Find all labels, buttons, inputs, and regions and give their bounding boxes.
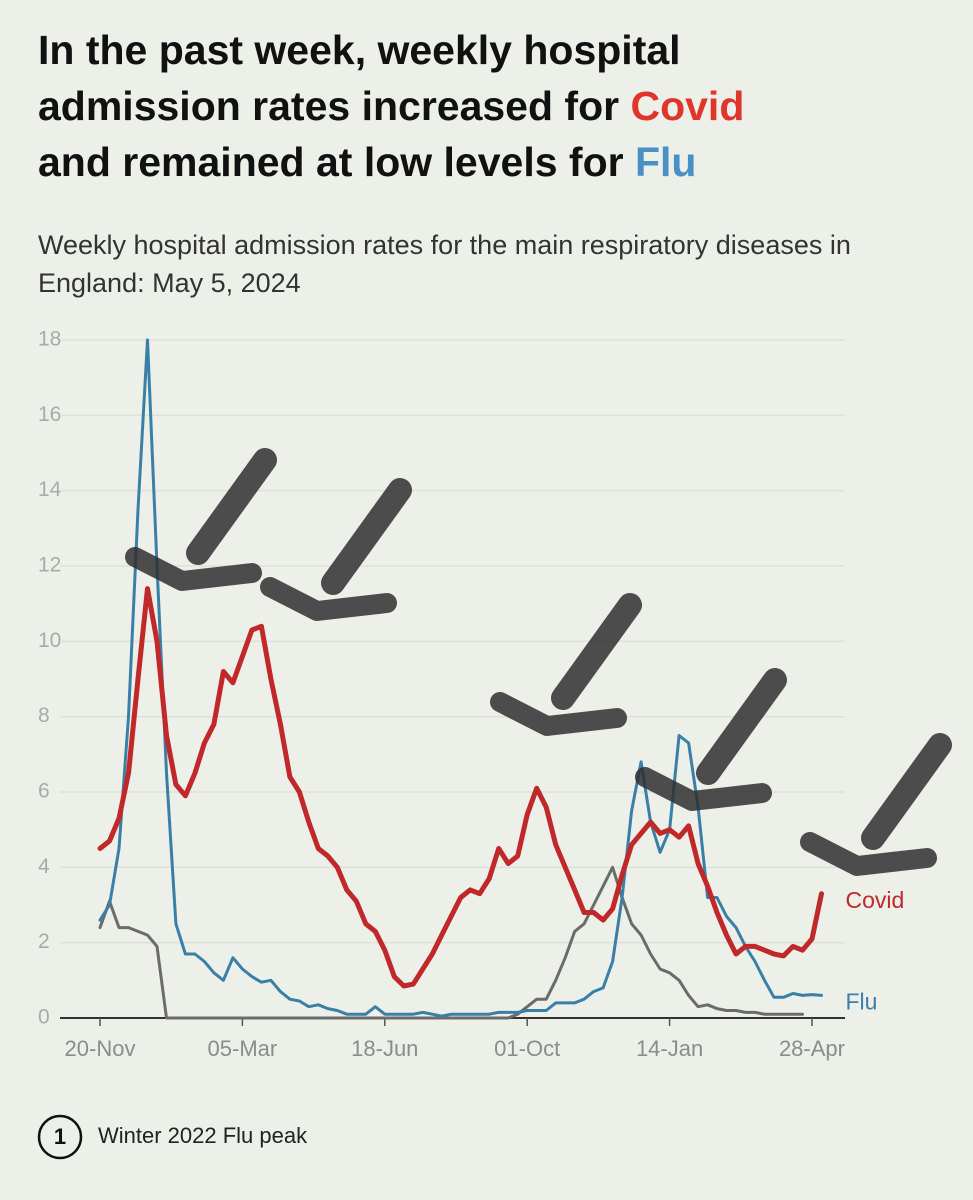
- y-tick-label: 16: [38, 403, 61, 426]
- y-tick-label: 10: [38, 629, 61, 652]
- annotation-text: Winter 2022 Flu peak: [98, 1123, 308, 1148]
- x-tick-label: 18-Jun: [351, 1036, 418, 1061]
- annotation-number: 1: [54, 1124, 66, 1149]
- series-line: [98, 338, 823, 1018]
- y-tick-label: 18: [38, 328, 61, 351]
- y-tick-label: 4: [38, 855, 50, 878]
- y-tick-label: 12: [38, 554, 61, 577]
- y-tick-label: 0: [38, 1006, 50, 1029]
- x-tick-label: 01-Oct: [494, 1036, 560, 1061]
- plot-area: 0 2 4 6 8 10 12 14 16 18 20-Nov 05-Mar 18-Jun 01-Oct 1…: [38, 328, 904, 1061]
- y-tick-label: 8: [38, 704, 50, 727]
- annotation-marker: [37, 1114, 83, 1160]
- series-label: Flu: [845, 988, 877, 1014]
- y-tick-label: 2: [38, 930, 50, 953]
- series-line: [98, 865, 804, 1020]
- arrow-doodle: [645, 680, 775, 801]
- chart-title: In the past week, weekly hospital admiss…: [38, 22, 958, 190]
- arrow-doodle: [500, 605, 630, 726]
- x-tick-label: 28-Apr: [779, 1036, 845, 1061]
- x-tick-label: 14-Jan: [636, 1036, 703, 1061]
- arrow-doodle: [270, 490, 400, 611]
- series-label: Covid: [845, 887, 904, 913]
- title-covid: Covid: [630, 83, 745, 129]
- y-tick-label: 14: [38, 478, 62, 501]
- title-text: admission rates increased for: [38, 83, 631, 129]
- x-tick-label: 05-Mar: [208, 1036, 278, 1061]
- series-line: [97, 586, 824, 989]
- y-tick-label: 6: [38, 780, 50, 803]
- chart-subtitle: Weekly hospital admission rates for the …: [38, 230, 851, 298]
- arrow-doodle: [810, 745, 940, 866]
- x-tick-label: 20-Nov: [65, 1036, 136, 1061]
- title-text: and remained at low levels for: [38, 139, 635, 185]
- arrow-doodles: [135, 460, 940, 866]
- title-flu: Flu: [634, 139, 697, 185]
- title-text: In the past week, weekly hospital: [38, 27, 681, 73]
